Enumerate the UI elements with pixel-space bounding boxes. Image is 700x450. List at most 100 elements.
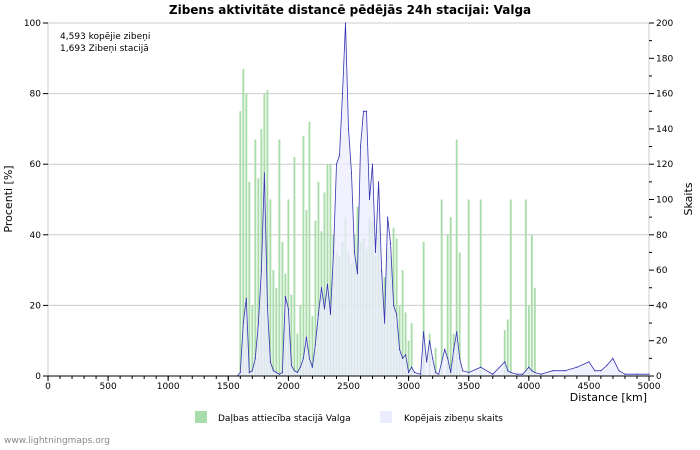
total-count-point-4300	[564, 370, 566, 372]
x-tick-label-3: 1500	[217, 382, 240, 392]
total-count-point-4025	[531, 370, 533, 372]
total-count-point-2250	[317, 313, 320, 315]
total-count-point-2675	[368, 198, 371, 201]
share-bar-3425	[458, 252, 461, 376]
share-bar-1775	[260, 128, 263, 376]
total-count-point-4000	[528, 366, 530, 368]
left-tick-label-3: 60	[30, 160, 42, 170]
total-count-point-2275	[320, 287, 323, 289]
right-tick-label-8: 160	[656, 90, 673, 100]
total-count-point-3950	[522, 373, 524, 375]
total-count-point-2525	[350, 172, 353, 174]
share-bar-3500	[467, 199, 470, 376]
x-tick-label-5: 2500	[337, 382, 360, 392]
total-count-point-2200	[311, 366, 314, 368]
right-tick-label-6: 120	[656, 160, 673, 170]
total-count-point-2100	[299, 366, 302, 368]
total-count-point-1600	[239, 371, 241, 374]
total-count-point-2725	[374, 251, 377, 254]
right-tick-label-7: 140	[656, 125, 673, 135]
share-bar-1875	[272, 270, 275, 376]
right-tick-label-0: 0	[656, 372, 662, 382]
total-count-point-2775	[380, 269, 383, 271]
total-count-point-2875	[392, 304, 395, 306]
total-count-point-1650	[245, 297, 247, 299]
share-bar-1650	[245, 93, 248, 376]
total-count-point-3700	[492, 373, 494, 375]
total-count-point-3250	[438, 373, 440, 375]
share-bar-1850	[269, 199, 272, 376]
share-bar-4025	[530, 234, 533, 376]
total-count-point-3850	[510, 371, 512, 374]
total-count-point-4650	[606, 364, 608, 367]
total-count-point-3350	[450, 371, 452, 374]
total-count-point-3300	[444, 348, 446, 351]
total-count-point-2425	[338, 154, 341, 156]
right-axis-label: Skaits	[682, 182, 695, 215]
total-count-point-2575	[356, 273, 359, 275]
total-count-point-2125	[302, 357, 305, 359]
total-count-point-2350	[329, 313, 332, 315]
total-count-point-1900	[275, 371, 277, 374]
share-bar-1675	[248, 181, 251, 376]
share-bar-2325	[326, 164, 329, 376]
total-count-point-3400	[456, 331, 458, 333]
total-count-point-3050	[414, 371, 416, 374]
legend-label-total: Kopējais zibeņu skaits	[404, 414, 503, 424]
share-bar-4050	[533, 287, 536, 376]
share-bar-1600	[239, 111, 242, 376]
share-bar-3125	[422, 241, 425, 376]
total-count-point-4100	[540, 373, 542, 375]
left-axis-label: Procenti [%]	[2, 165, 15, 232]
share-bar-1725	[254, 139, 257, 376]
total-count-point-2800	[383, 322, 386, 324]
left-tick-label-5: 100	[24, 19, 41, 29]
share-bar-3800	[503, 330, 506, 376]
total-count-point-2625	[362, 110, 365, 112]
share-bar-2225	[314, 220, 317, 376]
total-count-point-3825	[507, 370, 509, 372]
total-count-point-2600	[359, 145, 362, 148]
total-count-point-4600	[600, 370, 602, 372]
total-count-point-4200	[552, 370, 554, 372]
share-bar-2150	[305, 210, 308, 376]
x-tick-label-10: 5000	[638, 382, 661, 392]
share-bar-2900	[395, 238, 398, 376]
total-count-point-2975	[404, 354, 407, 356]
total-count-point-1950	[281, 371, 283, 374]
x-tick-label-4: 2000	[277, 382, 300, 392]
total-count-point-4050	[534, 371, 536, 374]
total-count-point-1625	[242, 322, 244, 324]
left-tick-label-4: 80	[30, 90, 42, 100]
legend-swatch-share	[195, 411, 207, 423]
total-count-point-4550	[594, 370, 596, 372]
total-count-point-1850	[269, 361, 271, 363]
total-count-point-2475	[344, 22, 347, 24]
right-tick-label-2: 40	[656, 301, 668, 311]
right-tick-label-5: 100	[656, 196, 673, 206]
share-bar-1825	[266, 90, 269, 376]
total-count-point-1825	[266, 304, 268, 306]
total-count-point-2925	[398, 348, 401, 351]
total-count-point-2700	[371, 163, 374, 165]
left-tick-label-1: 20	[30, 301, 42, 311]
info-line-station: 1,693 Zibeņi stacijā	[60, 44, 149, 54]
right-tick-label-1: 20	[656, 337, 668, 347]
total-count-point-3450	[462, 370, 464, 372]
total-count-point-3325	[447, 357, 449, 359]
total-count-point-3175	[429, 340, 431, 342]
left-axis-ticks: 0 20 40 60 80 100	[24, 19, 48, 382]
total-count-point-1750	[257, 322, 259, 324]
x-tick-label-0: 0	[45, 382, 51, 392]
total-count-point-2325	[326, 283, 329, 285]
total-count-point-5000	[648, 373, 650, 375]
chart-title: Zibens aktivitāte distancē pēdējās 24h s…	[169, 3, 531, 17]
total-count-point-4500	[588, 361, 590, 363]
total-count-point-1975	[284, 295, 286, 298]
share-bar-2300	[323, 192, 326, 376]
share-bar-1950	[281, 241, 284, 376]
total-count-point-3375	[453, 348, 455, 351]
share-bar-1900	[275, 287, 278, 376]
share-bar-2925	[398, 305, 401, 376]
